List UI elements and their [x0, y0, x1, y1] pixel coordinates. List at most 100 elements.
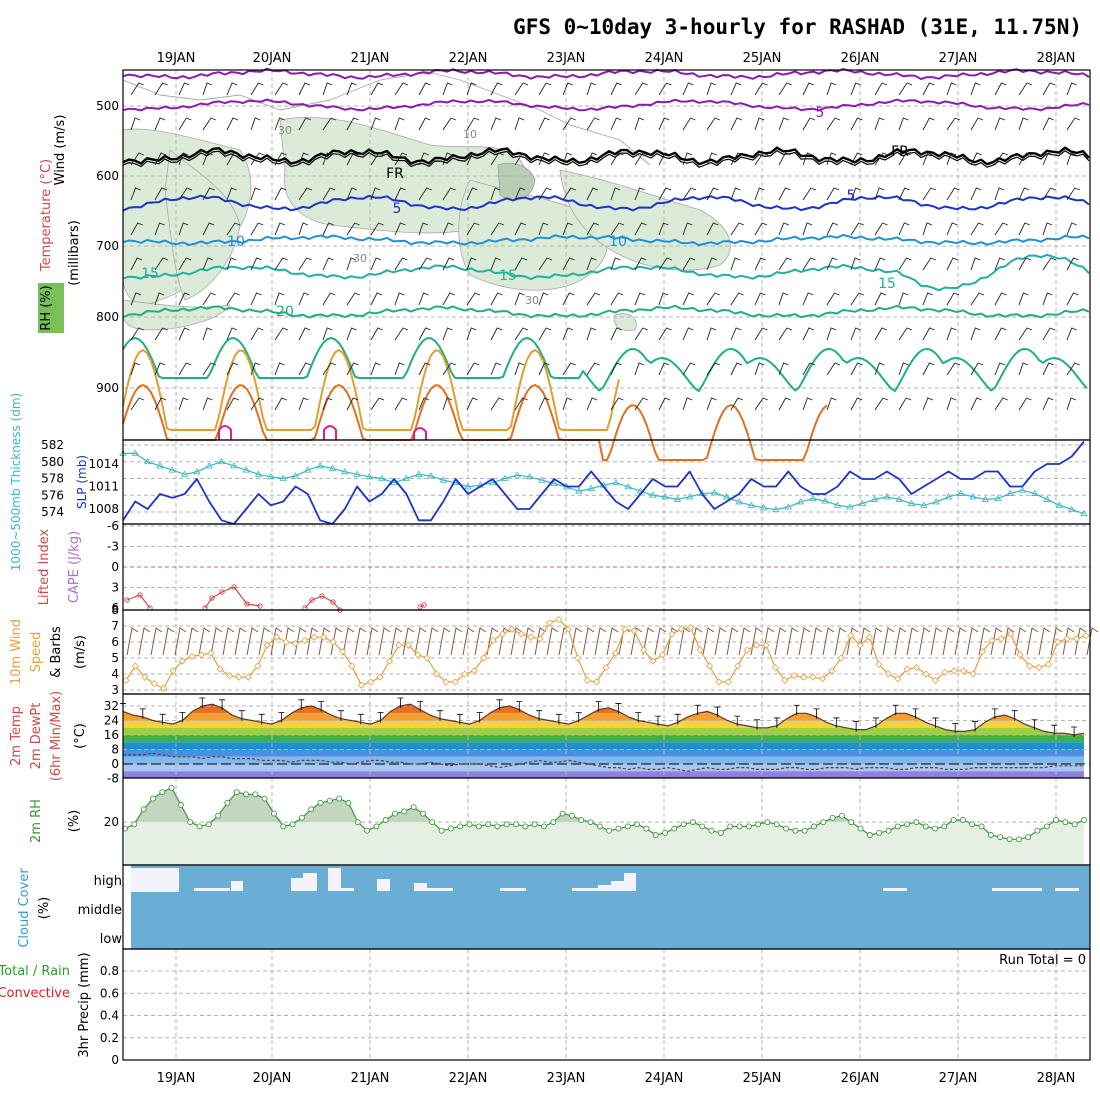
wind-barb [394, 362, 405, 376]
wind-barb [298, 257, 312, 271]
chart-title: GFS 0~10day 3-hourly for RASHAD (31E, 11… [513, 15, 1082, 39]
wind-speed-point [461, 670, 469, 678]
thickness-point [341, 468, 349, 475]
wind-barb [802, 257, 816, 271]
wind-barb [634, 327, 648, 341]
lifted-index-point [244, 601, 250, 607]
rh2m-point [559, 810, 566, 817]
stability-panel: -6 -3 0 3 68 Lifted Index CAPE (J/kg) [37, 519, 1091, 617]
wind-barb [322, 222, 334, 236]
wind-speed-point [527, 633, 535, 641]
wind-barb-10m [654, 627, 667, 656]
rh2m-point [783, 825, 790, 832]
contour-label: 15 [141, 266, 159, 282]
rh2m-point [764, 819, 771, 826]
contour-label: 30 [525, 294, 539, 307]
wind-barb [970, 82, 981, 96]
wind-speed-point [282, 638, 290, 646]
thickness-point [969, 493, 977, 500]
wind-speed-point [451, 678, 459, 686]
lifted-index-line [126, 594, 151, 609]
thickness-point [920, 501, 928, 508]
rh2m-point [950, 817, 957, 823]
thickness-point [722, 493, 731, 500]
wind-barb [490, 292, 503, 306]
wind-barb [634, 82, 648, 96]
rh2m-point [392, 810, 398, 817]
wind-barb [898, 362, 909, 376]
wind-barb [394, 327, 409, 341]
wind-barb-10m [810, 627, 823, 656]
wind-barb [730, 222, 745, 236]
wind-barb [130, 117, 141, 131]
minmax-bar [258, 713, 265, 725]
wind-barb [826, 362, 841, 376]
high-cloud-bar [414, 883, 427, 891]
rh2m-point [503, 821, 510, 828]
wind-speed-point [969, 670, 977, 678]
wind-barb [562, 362, 576, 376]
li-tick: -3 [107, 540, 119, 554]
rh2m-point [662, 829, 668, 836]
wind-barb-10m [1002, 627, 1015, 656]
rh2m-point [271, 810, 277, 817]
wind-speed-point [169, 667, 177, 675]
wind-barb [466, 257, 477, 271]
rh2m-point [690, 819, 696, 826]
wind-barb [466, 397, 478, 411]
wind-barb [802, 292, 814, 306]
thickness-point [304, 466, 312, 473]
run-total-label: Run Total = 0 [999, 953, 1086, 968]
pressure-tick: 900 [96, 381, 119, 395]
wind-barb [1066, 327, 1077, 341]
wind-barb [850, 117, 863, 131]
wind-barb-10m [174, 627, 187, 656]
rh2m-point [298, 814, 305, 821]
minmax-bar [853, 721, 860, 732]
wind-barb [1018, 187, 1030, 201]
wind-barb [994, 327, 1007, 341]
temperature-contours [122, 67, 1090, 461]
wind-speed-point [847, 632, 855, 640]
rh2m-point [671, 825, 678, 832]
rh2m-point [680, 821, 687, 828]
wind-barb [826, 152, 837, 166]
rh2m-point [373, 823, 380, 830]
wind-barb [226, 117, 239, 131]
rh2m-point [587, 819, 594, 826]
thickness-point [772, 505, 780, 512]
wind-barb [250, 362, 261, 376]
wind-barb [994, 82, 1007, 96]
wind-barb [346, 257, 357, 271]
minmax-bar [813, 708, 820, 719]
wind-barb [562, 257, 575, 271]
temp-tick: 16 [104, 728, 119, 742]
wind-barb [586, 397, 598, 411]
wind-barb [250, 222, 264, 236]
temperature-bands [123, 704, 1084, 778]
thickness-point [821, 497, 829, 504]
wind-barb [466, 292, 481, 306]
wind-barb [850, 397, 863, 411]
wind-barb [298, 152, 309, 166]
wind-barb [946, 257, 959, 271]
rh2m-point [848, 819, 855, 826]
thickness-point [981, 495, 990, 502]
rh2m-point [1053, 817, 1060, 823]
wind-barb-10m [1086, 627, 1099, 656]
rh2m-point [410, 804, 417, 811]
minmax-bar [337, 710, 344, 721]
wind-barb [1018, 257, 1032, 271]
wind-barb [778, 397, 791, 411]
wind-barb [970, 117, 984, 131]
wind-barb [394, 292, 405, 306]
contour-label: FR [891, 144, 909, 160]
minmax-bar [952, 722, 959, 734]
wind-barb [346, 362, 359, 376]
wind-barb [922, 117, 935, 131]
wind-barb [442, 187, 456, 201]
wind-barb [754, 82, 768, 96]
wind-barb [298, 82, 311, 96]
rh2m-area-high [125, 787, 1084, 823]
rh2m-point [140, 806, 147, 813]
